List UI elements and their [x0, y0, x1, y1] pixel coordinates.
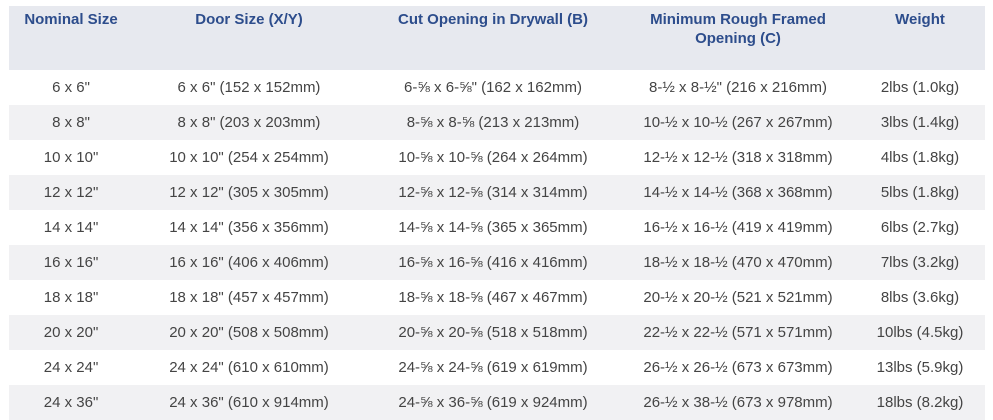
table-cell: 8-⅝ x 8-⅝ (213 x 213mm) [365, 105, 621, 140]
table-cell: 6-⅝ x 6-⅝" (162 x 162mm) [404, 79, 582, 96]
table-cell: 5lbs (1.8kg) [855, 175, 985, 210]
table-row: 6 x 6" 6 x 6" (152 x 152mm) 6-⅝ x 6-⅝" (16… [9, 70, 985, 105]
table-cell: 16 x 16" [9, 245, 133, 280]
header-cell: Door Size (X/Y) [133, 6, 365, 70]
table-cell: 16-½ x 16-½ (419 x 419mm) [643, 219, 833, 236]
table-cell: 16-⅝ x 16-⅝ (416 x 416mm) [365, 245, 621, 280]
table-cell: 24 x 24" [43, 359, 99, 376]
table-cell: 20-⅝ x 20-⅝ (518 x 518mm) [365, 315, 621, 350]
table-wrap: Nominal Size Door Size (X/Y) Cut Opening i… [9, 6, 985, 420]
table-cell: 10lbs (4.5kg) [855, 315, 985, 350]
header-cell: Cut Opening in Drywall (B) [365, 6, 621, 70]
table-row: 16 x 16" 16 x 16" (406 x 406mm) 16-⅝ x 16-… [9, 245, 985, 280]
header-cell: Minimum Rough Framed Opening (C) [621, 6, 855, 70]
table-cell: 12 x 12" [9, 175, 133, 210]
table-cell: 10-⅝ x 10-⅝ (264 x 264mm) [398, 149, 588, 166]
table-cell: 12-½ x 12-½ (318 x 318mm) [643, 149, 833, 166]
header-cell: Weight [855, 6, 985, 70]
table-cell: 3lbs (1.4kg) [855, 105, 985, 140]
table-cell: 8lbs (3.6kg) [880, 289, 960, 306]
table-cell: 20-½ x 20-½ (521 x 521mm) [643, 289, 833, 306]
table-cell: 14-⅝ x 14-⅝ (365 x 365mm) [398, 219, 588, 236]
table-row: 10 x 10" 10 x 10" (254 x 254mm) 10-⅝ x 10-… [9, 140, 985, 175]
table-cell: 12-⅝ x 12-⅝ (314 x 314mm) [365, 175, 621, 210]
table-cell: 14-½ x 14-½ (368 x 368mm) [621, 175, 855, 210]
table-cell: 10 x 10" (254 x 254mm) [169, 149, 329, 166]
table-row: 14 x 14" 14 x 14" (356 x 356mm) 14-⅝ x 14-… [9, 210, 985, 245]
spec-table: Nominal Size Door Size (X/Y) Cut Opening i… [9, 6, 985, 420]
table-cell: 24 x 36" [9, 385, 133, 420]
table-cell: 13lbs (5.9kg) [876, 359, 964, 376]
table-cell: 6 x 6" (152 x 152mm) [177, 79, 321, 96]
table-cell: 8-½ x 8-½" (216 x 216mm) [649, 79, 827, 96]
table-body: 6 x 6" 6 x 6" (152 x 152mm) 6-⅝ x 6-⅝" (16… [9, 70, 985, 420]
table-cell: 26-½ x 38-½ (673 x 978mm) [621, 385, 855, 420]
table-cell: 18lbs (8.2kg) [855, 385, 985, 420]
table-cell: 7lbs (3.2kg) [855, 245, 985, 280]
table-cell: 4lbs (1.8kg) [880, 149, 960, 166]
table-cell: 10 x 10" [43, 149, 99, 166]
table-cell: 10-½ x 10-½ (267 x 267mm) [621, 105, 855, 140]
table-cell: 20 x 20" [9, 315, 133, 350]
table-cell: 8 x 8" [9, 105, 133, 140]
table-cell: 6 x 6" [52, 79, 90, 96]
table-cell: 18-½ x 18-½ (470 x 470mm) [621, 245, 855, 280]
table-cell: 24 x 36" (610 x 914mm) [133, 385, 365, 420]
table-cell: 26-½ x 26-½ (673 x 673mm) [643, 359, 833, 376]
table-row: 8 x 8" 8 x 8" (203 x 203mm) 8-⅝ x 8-⅝ (213… [9, 105, 985, 140]
table-row: 18 x 18" 18 x 18" (457 x 457mm) 18-⅝ x 18-… [9, 280, 985, 315]
header-row: Nominal Size Door Size (X/Y) Cut Opening i… [9, 6, 985, 70]
table-row: 24 x 36" 24 x 36" (610 x 914mm) 24-⅝ x 36-… [9, 385, 985, 420]
table-cell: 18 x 18" (457 x 457mm) [169, 289, 329, 306]
table-cell: 2lbs (1.0kg) [880, 79, 960, 96]
table-cell: 24 x 24" (610 x 610mm) [169, 359, 329, 376]
table-cell: 20 x 20" (508 x 508mm) [133, 315, 365, 350]
table-cell: 18 x 18" [43, 289, 99, 306]
table-row: 20 x 20" 20 x 20" (508 x 508mm) 20-⅝ x 20-… [9, 315, 985, 350]
table-cell: 14 x 14" (356 x 356mm) [169, 219, 329, 236]
table-cell: 22-½ x 22-½ (571 x 571mm) [621, 315, 855, 350]
table-cell: 18-⅝ x 18-⅝ (467 x 467mm) [398, 289, 588, 306]
table-row: 12 x 12" 12 x 12" (305 x 305mm) 12-⅝ x 12-… [9, 175, 985, 210]
table-cell: 6lbs (2.7kg) [880, 219, 960, 236]
table-cell: 24-⅝ x 36-⅝ (619 x 924mm) [365, 385, 621, 420]
table-cell: 16 x 16" (406 x 406mm) [133, 245, 365, 280]
table-cell: 8 x 8" (203 x 203mm) [133, 105, 365, 140]
table-cell: 12 x 12" (305 x 305mm) [133, 175, 365, 210]
table-cell: 14 x 14" [43, 219, 99, 236]
table-row: 24 x 24" 24 x 24" (610 x 610mm) 24-⅝ x 24-… [9, 350, 985, 385]
header-cell: Nominal Size [9, 6, 133, 70]
table-cell: 24-⅝ x 24-⅝ (619 x 619mm) [398, 359, 588, 376]
